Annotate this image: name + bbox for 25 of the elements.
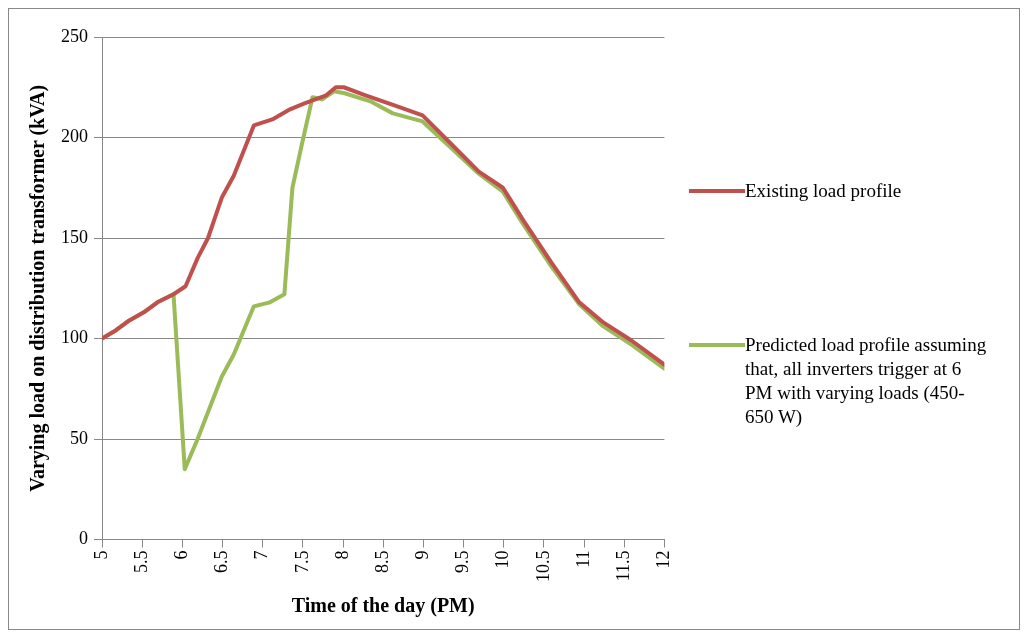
x-tick-label: 7 — [251, 550, 272, 560]
x-tick-label: 10.5 — [532, 550, 553, 582]
x-tick-label: 6 — [171, 550, 192, 560]
x-tick-label: 11 — [572, 550, 593, 568]
x-tick-label: 9 — [412, 550, 433, 560]
x-tick-label: 5 — [90, 550, 111, 560]
y-tick-label: 50 — [70, 427, 88, 448]
x-tick-label: 8.5 — [371, 550, 392, 573]
legend-label: Predicted load profile assuming that, all inverters trigger at 6 PM with varying loads (450-650 W) — [745, 333, 988, 429]
x-tick-label: 8 — [331, 550, 352, 560]
y-axis-title: Varying load on distribution transformer (kVA) — [26, 84, 50, 492]
y-tick-label: 250 — [61, 25, 88, 46]
y-tick-label: 100 — [61, 327, 88, 348]
y-tick-label: 0 — [79, 528, 88, 549]
x-tick-label: 12 — [653, 550, 674, 569]
x-tick-label: 6.5 — [211, 550, 232, 573]
legend-label: Existing load profile — [745, 179, 902, 203]
x-tick-label: 10 — [492, 550, 513, 569]
x-tick-label: 5.5 — [130, 550, 151, 573]
x-tick-label: 9.5 — [452, 550, 473, 573]
x-axis-title: Time of the day (PM) — [291, 594, 475, 618]
y-tick-label: 200 — [61, 126, 88, 147]
x-tick-label: 7.5 — [291, 550, 312, 573]
x-tick-label: 11.5 — [612, 550, 633, 582]
y-tick-label: 150 — [61, 226, 88, 247]
